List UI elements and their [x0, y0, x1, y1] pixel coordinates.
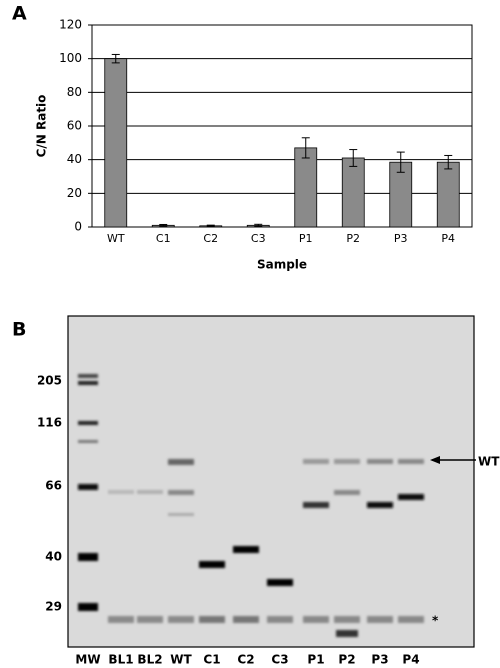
wt-arrowhead [430, 456, 440, 464]
bar [341, 157, 365, 228]
y-tick-label: 120 [59, 18, 82, 32]
lane-label: C2 [237, 653, 254, 667]
panel-label: A [12, 3, 27, 25]
x-tick-label: C1 [156, 232, 171, 245]
error-bar [159, 223, 168, 227]
lane-label: P3 [371, 653, 388, 667]
lane-label: P1 [307, 653, 324, 667]
bar [104, 58, 128, 228]
lane-label: MW [75, 653, 100, 667]
y-axis-label: C/N Ratio [35, 95, 49, 158]
bar [436, 161, 460, 228]
y-tick-label: 40 [67, 152, 82, 166]
lane-label: P4 [402, 653, 419, 667]
y-tick-label: 60 [67, 119, 82, 133]
error-bar [301, 137, 310, 159]
x-axis-label: Sample [257, 258, 307, 272]
error-bar [111, 53, 120, 64]
lane-label: BL2 [137, 653, 162, 667]
mw-label: 66 [45, 479, 62, 493]
mw-label: 205 [37, 374, 62, 388]
x-tick-label: P1 [299, 232, 313, 245]
lane-label: BL1 [108, 653, 133, 667]
error-bar [396, 151, 405, 173]
y-tick-label: 0 [74, 220, 82, 234]
y-tick-label: 20 [67, 186, 82, 200]
mw-label: 116 [37, 416, 62, 430]
asterisk: * [432, 614, 439, 628]
x-tick-label: P3 [394, 232, 408, 245]
lane-label: C3 [271, 653, 288, 667]
x-tick-label: P2 [346, 232, 360, 245]
wt-label: WT [478, 455, 500, 469]
mw-label: 40 [45, 550, 62, 564]
y-tick-label: 100 [59, 51, 82, 65]
x-tick-label: WT [107, 232, 125, 245]
lane-label: WT [170, 653, 192, 667]
y-tick-label: 80 [67, 85, 82, 99]
x-tick-label: C2 [203, 232, 218, 245]
x-tick-label: P4 [441, 232, 455, 245]
panel-label: B [12, 319, 26, 341]
error-bar [254, 223, 263, 227]
lane-label: P2 [338, 653, 355, 667]
mw-label: 29 [45, 600, 62, 614]
error-bar [349, 149, 358, 167]
gel-image [67, 315, 475, 648]
bar [294, 147, 318, 228]
lane-label: C1 [203, 653, 220, 667]
x-tick-label: C3 [251, 232, 266, 245]
error-bar [206, 224, 215, 227]
error-bar [444, 154, 453, 170]
